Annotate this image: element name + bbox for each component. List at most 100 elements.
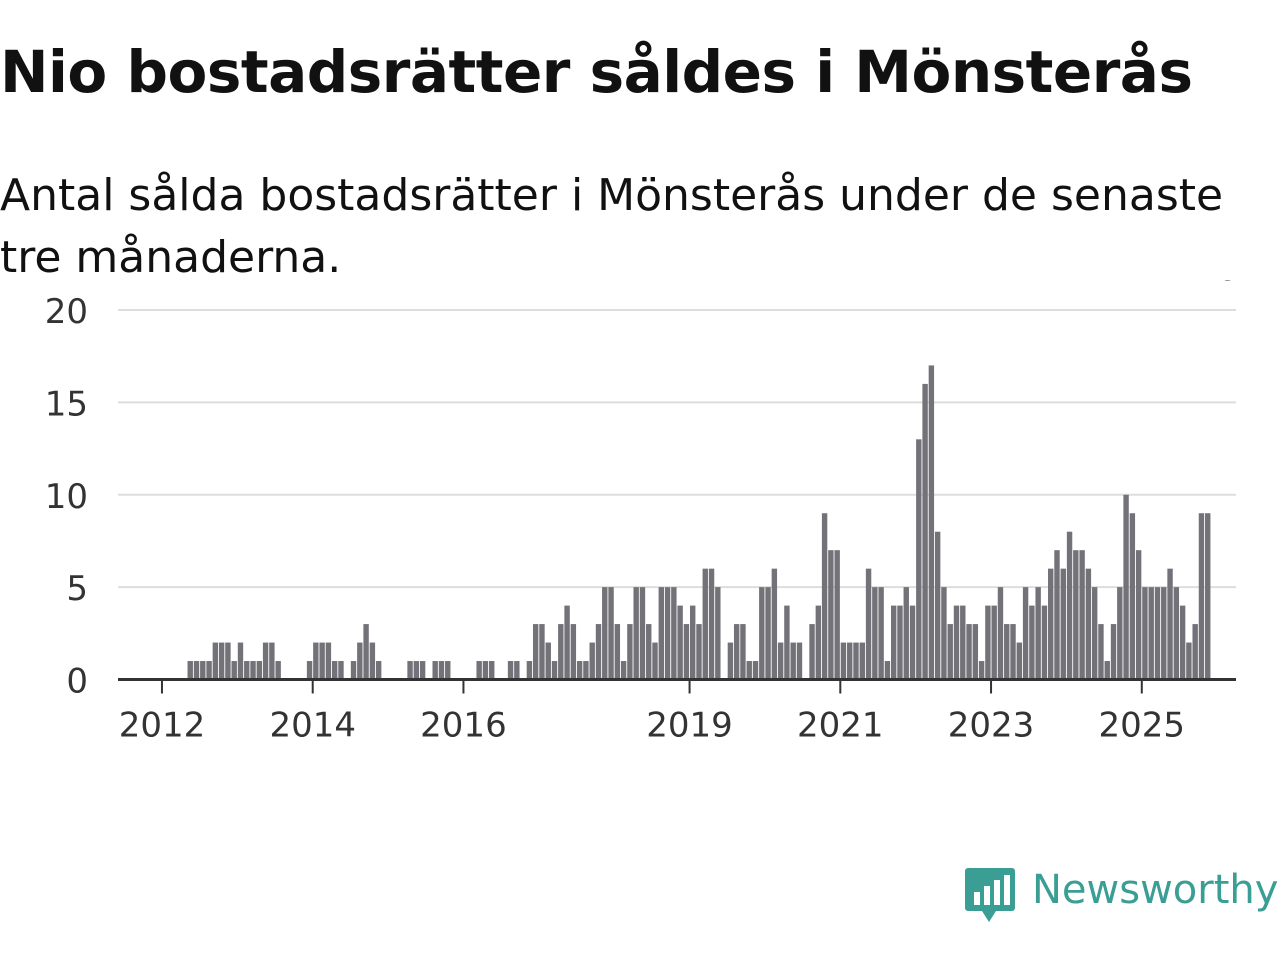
bar xyxy=(1173,587,1180,680)
x-tick-label: 2012 xyxy=(119,706,206,746)
bar xyxy=(187,661,193,680)
bar xyxy=(941,587,947,680)
bar xyxy=(482,661,489,680)
bar xyxy=(928,365,935,680)
bar xyxy=(306,661,313,680)
bar xyxy=(476,661,482,680)
bar xyxy=(828,550,834,680)
x-tick-label: 2016 xyxy=(420,706,507,746)
bar xyxy=(589,642,595,680)
bar xyxy=(916,439,922,680)
bar xyxy=(331,661,338,680)
bar xyxy=(733,624,740,680)
bar xyxy=(250,661,256,680)
bar xyxy=(1123,494,1129,680)
bar xyxy=(865,568,872,680)
bar xyxy=(1110,624,1117,680)
x-axis xyxy=(118,678,1236,694)
bar xyxy=(564,605,570,680)
x-tick-label: 2019 xyxy=(646,706,733,746)
bar xyxy=(313,642,319,680)
bar xyxy=(840,642,847,680)
bar xyxy=(244,661,250,680)
bar xyxy=(231,661,237,680)
bars xyxy=(187,365,1211,680)
bar xyxy=(413,661,420,680)
y-axis-labels: 0 5 10 15 20 xyxy=(45,292,88,702)
bar xyxy=(1167,568,1173,680)
bar xyxy=(972,624,979,680)
bar xyxy=(947,624,953,680)
bar xyxy=(909,605,916,680)
bar xyxy=(526,661,533,680)
bar xyxy=(997,587,1004,680)
annotations: 9 xyxy=(1219,280,1241,289)
bar xyxy=(834,550,840,680)
bar xyxy=(1073,550,1079,680)
bar xyxy=(702,568,708,680)
bar xyxy=(237,642,244,680)
bar xyxy=(1035,587,1041,680)
bar xyxy=(771,568,778,680)
bar xyxy=(1117,587,1123,680)
chart-title: Nio bostadsrätter såldes i Mönsterås xyxy=(0,38,1193,106)
bar xyxy=(212,642,219,680)
bar xyxy=(256,661,263,680)
bar xyxy=(614,624,621,680)
bar xyxy=(1135,550,1142,680)
bar xyxy=(1022,587,1029,680)
bar xyxy=(859,642,865,680)
bar xyxy=(218,642,225,680)
y-tick-label: 15 xyxy=(45,384,88,424)
bar xyxy=(1054,550,1060,680)
bar xyxy=(1198,513,1205,680)
y-tick-label: 10 xyxy=(45,477,88,517)
bar xyxy=(1041,605,1048,680)
bar xyxy=(1154,587,1161,680)
bar xyxy=(708,568,715,680)
bar xyxy=(759,587,765,680)
bar xyxy=(507,661,514,680)
bar xyxy=(1104,661,1110,680)
bar xyxy=(1129,513,1136,680)
bar xyxy=(752,661,759,680)
bar xyxy=(646,624,652,680)
bar xyxy=(407,661,413,680)
bar-chart: 0 5 10 15 20 2012 2014 2016 2019 2021 2023 2025 9 xyxy=(45,280,1241,746)
bar xyxy=(960,605,966,680)
bar xyxy=(985,605,991,680)
bar xyxy=(602,587,608,680)
highlight-value-label: 9 xyxy=(1219,280,1241,289)
x-tick-label: 2021 xyxy=(797,706,884,746)
bar xyxy=(677,605,683,680)
bar xyxy=(1004,624,1010,680)
bar xyxy=(551,661,558,680)
bar xyxy=(664,587,671,680)
newsworthy-logo-icon xyxy=(965,868,1015,922)
bar xyxy=(639,587,646,680)
bar xyxy=(696,624,702,680)
bar xyxy=(1142,587,1148,680)
y-tick-label: 5 xyxy=(66,569,88,609)
bar xyxy=(658,587,664,680)
bar xyxy=(269,642,275,680)
x-tick-label: 2023 xyxy=(948,706,1035,746)
bar xyxy=(821,513,828,680)
bar xyxy=(1048,568,1054,680)
bar xyxy=(545,642,551,680)
x-tick-label: 2025 xyxy=(1099,706,1186,746)
x-tick-label: 2014 xyxy=(269,706,356,746)
bar xyxy=(206,661,212,680)
bar xyxy=(1098,624,1104,680)
bar xyxy=(595,624,602,680)
bar xyxy=(225,642,231,680)
bar xyxy=(608,587,614,680)
bar xyxy=(489,661,495,680)
bar xyxy=(583,661,589,680)
bar xyxy=(532,624,539,680)
bar xyxy=(1085,568,1092,680)
bar xyxy=(671,587,677,680)
bar xyxy=(363,624,369,680)
bar xyxy=(715,587,721,680)
bar xyxy=(652,642,658,680)
